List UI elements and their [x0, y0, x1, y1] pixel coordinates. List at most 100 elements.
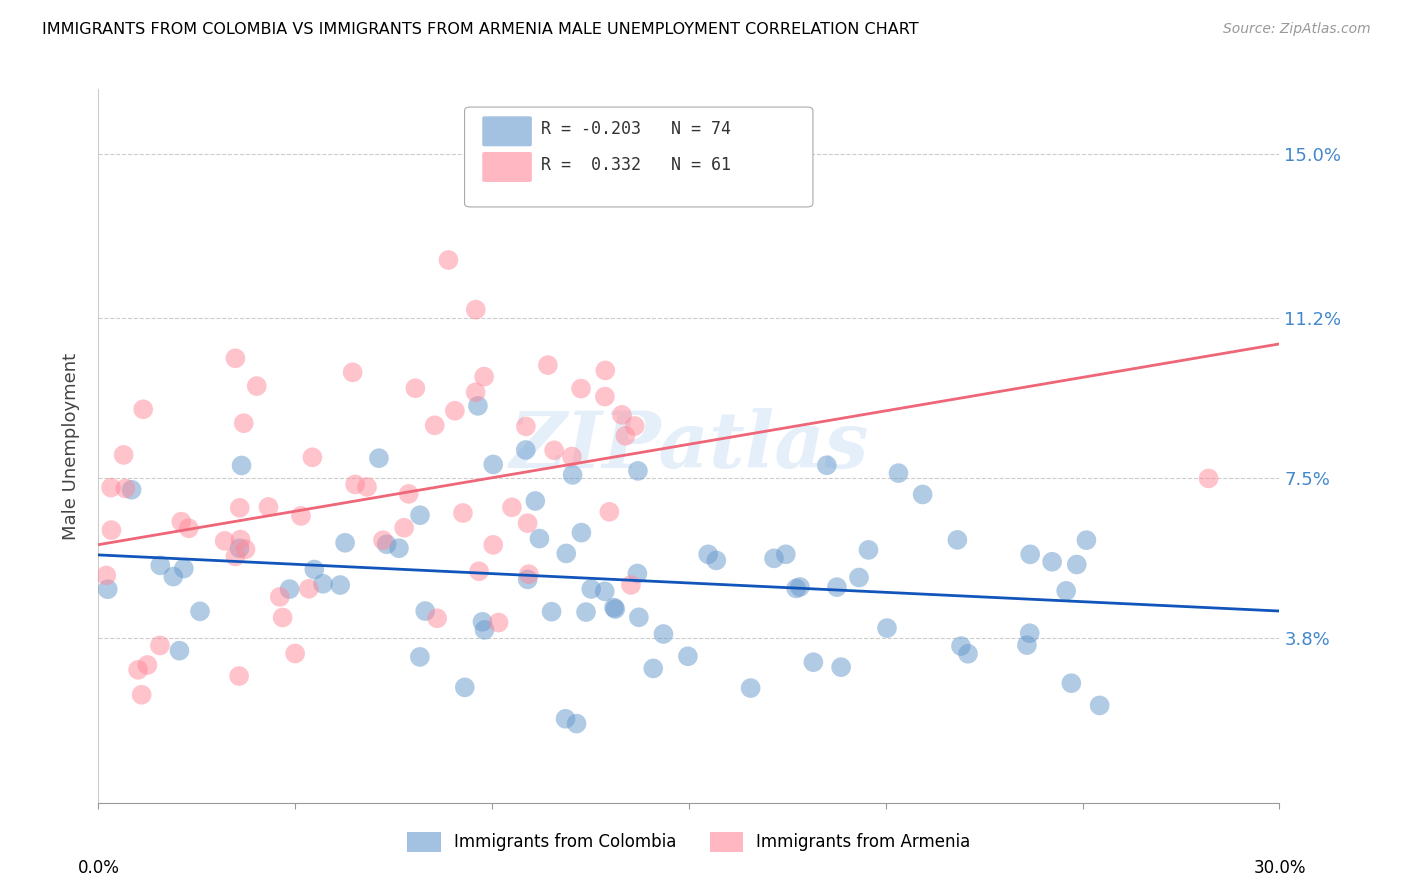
Point: [848, 570, 870, 584]
Point: [127, 663, 149, 677]
Point: [515, 442, 537, 457]
Point: [409, 649, 432, 664]
Point: [329, 578, 352, 592]
Point: [177, 521, 200, 535]
Text: R = -0.203   N = 74: R = -0.203 N = 74: [541, 120, 731, 138]
Point: [409, 508, 432, 523]
Point: [301, 450, 323, 465]
Point: [472, 369, 495, 384]
Point: [740, 681, 762, 695]
Y-axis label: Male Unemployment: Male Unemployment: [62, 352, 80, 540]
Point: [1054, 583, 1077, 598]
Point: [404, 381, 426, 395]
Text: ZIPatlas: ZIPatlas: [509, 408, 869, 484]
Point: [815, 458, 838, 473]
Text: 0.0%: 0.0%: [77, 859, 120, 877]
Point: [121, 483, 143, 497]
Point: [565, 716, 588, 731]
Point: [579, 582, 602, 596]
Point: [444, 403, 467, 417]
Point: [170, 515, 193, 529]
Point: [569, 382, 592, 396]
Point: [1088, 698, 1111, 713]
Point: [257, 500, 280, 514]
Point: [298, 582, 321, 596]
Point: [96, 568, 118, 582]
Point: [188, 604, 211, 618]
Point: [540, 605, 562, 619]
Point: [228, 541, 250, 556]
Point: [593, 584, 616, 599]
Point: [228, 500, 250, 515]
Point: [537, 358, 560, 372]
Point: [1015, 638, 1038, 652]
Point: [858, 542, 880, 557]
Point: [149, 639, 172, 653]
Point: [423, 418, 446, 433]
Point: [304, 562, 326, 576]
Point: [451, 506, 474, 520]
Point: [173, 561, 195, 575]
Point: [437, 252, 460, 267]
Point: [1040, 555, 1063, 569]
Text: R =  0.332   N = 61: R = 0.332 N = 61: [541, 156, 731, 174]
Point: [876, 621, 898, 635]
FancyBboxPatch shape: [482, 152, 531, 182]
Point: [284, 647, 307, 661]
Point: [482, 458, 505, 472]
Point: [652, 627, 675, 641]
Point: [575, 605, 598, 619]
Point: [169, 643, 191, 657]
Point: [468, 564, 491, 578]
Point: [132, 402, 155, 417]
Point: [803, 655, 825, 669]
Point: [614, 429, 637, 443]
Point: [454, 681, 477, 695]
Point: [388, 541, 411, 556]
Point: [626, 566, 648, 581]
Point: [789, 580, 811, 594]
Point: [344, 477, 367, 491]
Point: [516, 572, 538, 586]
Point: [112, 448, 135, 462]
Point: [623, 419, 645, 434]
Point: [595, 363, 617, 377]
Point: [515, 419, 537, 434]
Point: [333, 535, 356, 549]
Point: [114, 482, 136, 496]
Point: [464, 385, 486, 400]
Point: [271, 610, 294, 624]
Point: [946, 533, 969, 547]
Point: [571, 525, 593, 540]
Point: [1060, 676, 1083, 690]
Point: [342, 365, 364, 379]
Point: [231, 458, 253, 473]
Point: [1076, 533, 1098, 548]
Point: [1198, 471, 1220, 485]
Point: [956, 647, 979, 661]
Point: [97, 582, 120, 597]
Point: [785, 582, 807, 596]
Point: [392, 521, 415, 535]
Point: [269, 590, 291, 604]
Point: [543, 443, 565, 458]
Point: [517, 567, 540, 582]
Point: [413, 604, 436, 618]
Point: [603, 600, 626, 615]
Point: [627, 464, 650, 478]
Point: [887, 466, 910, 480]
Text: 30.0%: 30.0%: [1253, 859, 1306, 877]
Point: [235, 542, 257, 557]
Point: [501, 500, 523, 515]
Point: [224, 549, 246, 564]
Point: [775, 547, 797, 561]
Point: [561, 450, 583, 464]
Point: [1018, 626, 1040, 640]
FancyBboxPatch shape: [482, 116, 531, 146]
Point: [593, 390, 616, 404]
Point: [278, 582, 301, 596]
Point: [911, 487, 934, 501]
Point: [229, 533, 252, 547]
Point: [356, 480, 378, 494]
Point: [620, 578, 643, 592]
